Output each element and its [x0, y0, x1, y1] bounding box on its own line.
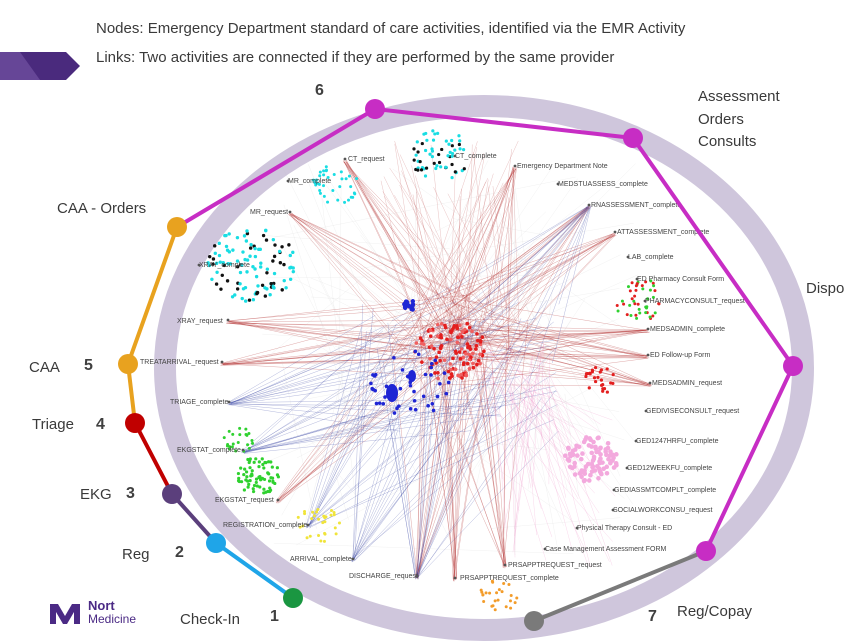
node-label-xray_request: XRAY_request	[177, 318, 223, 325]
node-label-arrival_complete: ARRIVAL_complete	[290, 556, 352, 563]
stage-label-caa: CAA	[29, 359, 60, 376]
node-label-trearrival_request: TREATARRIVAL_request	[140, 359, 219, 366]
node-label-rnassessment: RNASSESSMENT_complete	[591, 202, 681, 209]
node-label-xray_complete: XRAY_complete	[199, 262, 250, 269]
node-label-ekgstat_request: EKGSTAT_request	[215, 497, 274, 504]
stage-label-caa-orders: CAA - Orders	[57, 200, 147, 217]
node-label-ed_followup: ED Follow-up Form	[650, 352, 710, 359]
stage-label-check-in: Check-In	[180, 611, 241, 628]
stage-number-4: 4	[96, 416, 105, 433]
stage-number-2: 2	[175, 544, 184, 561]
stage-label-ekg: EKG	[80, 486, 112, 503]
stage-marker-dispo	[783, 356, 803, 376]
node-clusters	[206, 129, 661, 612]
logo-mark-icon	[50, 604, 80, 624]
stage-marker-caa-orders	[167, 217, 187, 237]
header-links-text: Links: Two activities are connected if t…	[96, 49, 615, 66]
node-label-triage_complete: TRIAGE_complete	[170, 399, 228, 406]
node-label-mr_request: MR_request	[250, 209, 288, 216]
node-label-ed_note: Emergency Department Note	[517, 163, 608, 170]
node-label-ged12week: GED12WEEKFU_complete	[627, 465, 712, 472]
node-label-gediviseconsult: GEDIVISECONSULT_request	[646, 408, 739, 415]
header-nodes-text: Nodes: Emergency Department standard of …	[96, 20, 686, 37]
process-ring	[154, 95, 814, 641]
logo-text-2: Medicine	[88, 612, 137, 626]
stage-marker-check-in	[283, 588, 303, 608]
node-label-case_mgmt: Case Management Assessment FORM	[545, 546, 667, 553]
stage-label-reg: Reg	[122, 546, 150, 563]
node-label-mr_complete: MR_complete	[288, 178, 331, 185]
stage-marker-ekg	[162, 484, 182, 504]
node-label-prsappt_complete: PRSAPPTREQUEST_complete	[460, 575, 559, 582]
node-label-pt_consult: Physical Therapy Consult - ED	[577, 525, 672, 532]
stage-label-consults: Consults	[698, 133, 757, 150]
stage-marker-reg	[206, 533, 226, 553]
stage-marker-6	[365, 99, 385, 119]
node-label-ged1247: GED1247HRFU_complete	[636, 438, 719, 445]
stage-marker-7	[696, 541, 716, 561]
node-label-registration_complete: REGISTRATION_complete	[223, 522, 307, 529]
node-label-ct_request: CT_request	[348, 156, 385, 163]
network-edges	[220, 140, 652, 582]
node-label-medsadmin_complete: MEDSADMIN_complete	[650, 326, 725, 333]
node-label-prsappt_request: PRSAPPTREQUEST_request	[508, 562, 602, 569]
stage-marker-assessment	[623, 128, 643, 148]
stage-label-dispo: Dispo	[806, 280, 845, 297]
node-label-discharge_request: DISCHARGE_request	[349, 573, 418, 580]
stage-marker-reg-copay	[524, 611, 544, 631]
node-label-medsadmin_request: MEDSADMIN_request	[652, 380, 722, 387]
stage-label-orders: Orders	[698, 111, 744, 128]
node-label-ed_pharm_form: ED Pharmacy Consult Form	[637, 276, 724, 283]
node-label-gediassm: GEDIASSMTCOMPLT_complete	[614, 487, 716, 494]
node-label-pharmacyconsult: PHARMACYCONSULT_request	[645, 298, 745, 305]
node-labels: CT_request CT_complete MR_complete MR_reque…	[140, 153, 745, 582]
stage-number-6: 6	[315, 82, 324, 99]
node-label-ekgstat_complete: EKGSTAT_complete	[177, 447, 241, 454]
stage-number-3: 3	[126, 485, 135, 502]
stage-number-5: 5	[84, 357, 93, 374]
node-label-ct_complete: CT_complete	[455, 153, 497, 160]
stage-path	[118, 99, 803, 631]
node-label-medstuasses: MEDSTUASSESS_complete	[558, 181, 648, 188]
logo-text-1: Nort	[88, 598, 115, 613]
node-label-socialwork: SOCIALWORKCONSU_request	[613, 507, 713, 514]
stage-label-reg-copay: Reg/Copay	[677, 603, 753, 620]
stage-label-assessment: Assessment	[698, 88, 780, 105]
stage-marker-triage	[125, 413, 145, 433]
stage-number-1: 1	[270, 608, 279, 625]
stage-number-7: 7	[648, 608, 657, 625]
stage-marker-caa	[118, 354, 138, 374]
stage-label-triage: Triage	[32, 416, 74, 433]
node-label-attassessment: ATTASSESSMENT_complete	[617, 229, 709, 236]
node-label-lab_complete: LAB_complete	[628, 254, 674, 261]
